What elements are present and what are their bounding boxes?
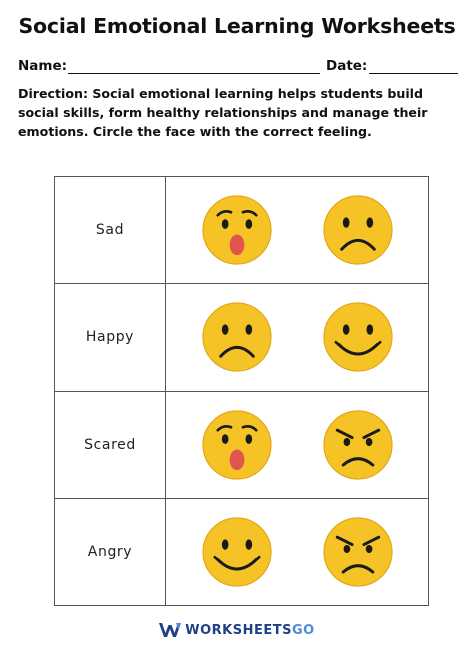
name-date-fields: Name: Date: xyxy=(18,58,458,78)
worksheet-title: Social Emotional Learning Worksheets xyxy=(18,14,456,38)
name-label: Name: xyxy=(18,58,68,74)
happy-face-icon[interactable] xyxy=(321,300,395,374)
feeling-word: Sad xyxy=(54,175,166,285)
date-line[interactable] xyxy=(369,73,458,74)
table-row: Happy xyxy=(54,283,429,392)
sad-face-icon[interactable] xyxy=(200,300,274,374)
angry-face-icon[interactable] xyxy=(321,515,395,589)
feelings-table: Sad Happy Scared xyxy=(54,175,429,607)
brand-name-part1: WORKSHEETS xyxy=(185,622,292,638)
faces-cell xyxy=(165,283,429,392)
date-label: Date: xyxy=(326,58,368,74)
brand-name-part2: GO xyxy=(291,622,315,638)
name-line[interactable] xyxy=(68,73,320,74)
surprised-face-icon[interactable] xyxy=(200,193,274,267)
feeling-word: Scared xyxy=(54,390,166,499)
faces-cell xyxy=(165,175,429,285)
feeling-word: Happy xyxy=(54,283,166,392)
faces-cell xyxy=(165,497,429,607)
brand-logo: WORKSHEETSGO xyxy=(0,618,474,642)
faces-cell xyxy=(165,390,429,499)
surprised-face-icon[interactable] xyxy=(200,408,274,482)
table-row: Angry xyxy=(54,497,429,607)
happy-face-icon[interactable] xyxy=(200,515,274,589)
brand-mark-icon xyxy=(159,623,182,637)
angry-face-icon[interactable] xyxy=(321,408,395,482)
sad-face-icon[interactable] xyxy=(321,193,395,267)
table-row: Scared xyxy=(54,390,429,499)
feeling-word: Angry xyxy=(54,497,166,607)
table-row: Sad xyxy=(54,175,429,285)
direction-text: Direction: Social emotional learning hel… xyxy=(18,86,428,139)
